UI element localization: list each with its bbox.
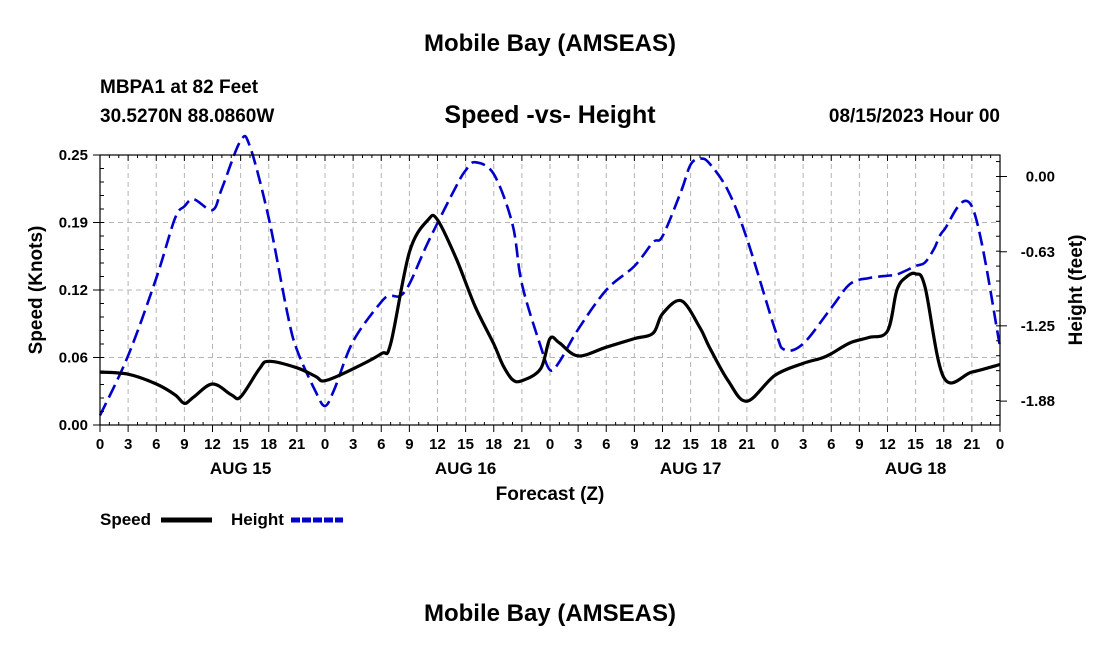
y2-tick-label: -1.25 (1021, 318, 1055, 335)
legend-speed-label: Speed (100, 510, 151, 529)
x-tick-label: 21 (289, 436, 306, 453)
y2-tick-label: -1.88 (1021, 393, 1055, 410)
chart-subtitle: Speed -vs- Height (444, 101, 656, 129)
station-label: MBPA1 at 82 Feet (100, 77, 259, 98)
x-tick-label: 6 (152, 436, 160, 453)
series-group (98, 134, 1002, 416)
x-tick-label: 9 (180, 436, 188, 453)
x-tick-label: 9 (630, 436, 638, 453)
x-tick-label: 0 (96, 436, 104, 453)
x-tick-label: 3 (799, 436, 807, 453)
y-tick-label: 0.25 (59, 147, 88, 164)
x-tick-label: 15 (232, 436, 249, 453)
x-tick-label: 15 (907, 436, 924, 453)
y-tick-label: 0.12 (59, 282, 88, 299)
x-tick-label: 18 (935, 436, 952, 453)
x-tick-label: 9 (855, 436, 863, 453)
x-tick-label: 12 (204, 436, 221, 453)
x-tick-label: 6 (377, 436, 385, 453)
x-tick-label: 0 (996, 436, 1004, 453)
x-tick-label: 0 (546, 436, 554, 453)
x-tick-label: 21 (514, 436, 531, 453)
x-tick-label: 9 (405, 436, 413, 453)
grid (99, 154, 1001, 426)
x-tick-label: 12 (654, 436, 671, 453)
x-tick-label: 12 (429, 436, 446, 453)
forecast-datetime: 08/15/2023 Hour 00 (828, 106, 1000, 127)
y-axis-label: Speed (Knots) (26, 226, 47, 355)
x-tick-label: 15 (457, 436, 474, 453)
axes: 0 3 6 9 12 15 18 21 0 3 6 9 12 15 18 21 0 3 6 9 12 15 18 21 0 3 6 9… (59, 147, 1055, 478)
x-tick-label: 12 (879, 436, 896, 453)
y-tick-label: 0.00 (59, 417, 88, 434)
speed-series-line (99, 213, 1001, 406)
chart-title: Mobile Bay (AMSEAS) (423, 30, 677, 57)
y2-tick-label: 0.00 (1026, 169, 1055, 186)
x-tick-label: 18 (485, 436, 502, 453)
next-chart-title: Mobile Bay (AMSEAS) (423, 600, 677, 627)
date-label: AUG 18 (885, 459, 946, 478)
x-tick-label: 21 (964, 436, 981, 453)
y-tick-label: 0.19 (59, 215, 88, 232)
x-tick-label: 6 (602, 436, 610, 453)
x-tick-label: 15 (682, 436, 699, 453)
y2-tick-label: -0.63 (1021, 244, 1055, 261)
date-label: AUG 16 (435, 459, 496, 478)
x-tick-label: 18 (710, 436, 727, 453)
station-coordinates: 30.5270N 88.0860W (100, 106, 275, 127)
x-tick-label: 0 (771, 436, 779, 453)
x-tick-label: 21 (739, 436, 756, 453)
y2-axis-label: Height (feet) (1066, 235, 1087, 346)
y-tick-label: 0.06 (59, 350, 88, 367)
x-axis-label: Forecast (Z) (496, 484, 605, 505)
x-tick-label: 3 (124, 436, 132, 453)
date-label: AUG 15 (210, 459, 271, 478)
x-tick-label: 0 (321, 436, 329, 453)
x-tick-label: 3 (349, 436, 357, 453)
x-tick-label: 3 (574, 436, 582, 453)
x-tick-label: 18 (260, 436, 277, 453)
date-label: AUG 17 (660, 459, 721, 478)
legend-height-label: Height (231, 510, 284, 529)
legend: Speed Height (100, 510, 343, 529)
height-series-line (98, 134, 1002, 416)
x-tick-label: 6 (827, 436, 835, 453)
